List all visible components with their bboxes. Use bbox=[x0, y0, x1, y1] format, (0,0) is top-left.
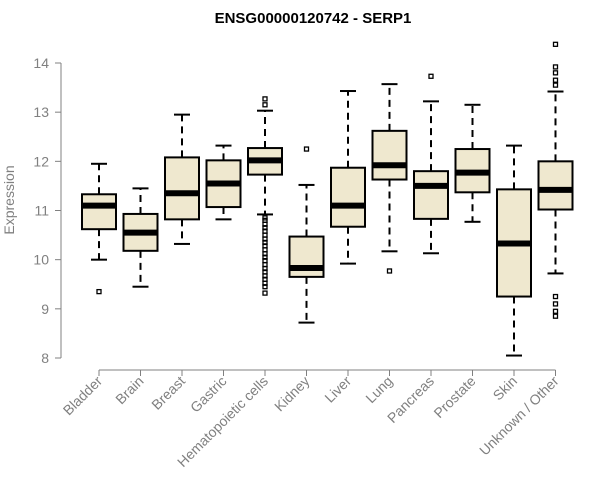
outlier-point bbox=[96, 288, 102, 295]
x-tick-label: Liver bbox=[321, 373, 354, 406]
box-prostate bbox=[454, 103, 491, 223]
box-lung bbox=[371, 83, 408, 274]
outlier-point bbox=[552, 82, 559, 88]
box-brain bbox=[122, 187, 159, 288]
x-tick-label: Brain bbox=[112, 373, 146, 407]
y-tick-label: 8 bbox=[41, 350, 49, 366]
outlier-point bbox=[262, 290, 268, 296]
box-breast bbox=[164, 113, 200, 245]
y-tick-label: 13 bbox=[33, 104, 49, 120]
box-gastric bbox=[205, 144, 242, 221]
x-tick-label: Prostate bbox=[430, 373, 478, 421]
x-tick-label: Lung bbox=[362, 373, 395, 406]
box-iqr bbox=[164, 156, 200, 221]
outlier-point bbox=[552, 77, 559, 83]
outlier-point bbox=[262, 284, 268, 290]
box-hematopoietic-cells bbox=[247, 96, 283, 296]
box-group bbox=[81, 41, 574, 357]
outlier-point bbox=[552, 293, 559, 300]
box-iqr bbox=[330, 166, 366, 228]
outlier-point bbox=[303, 146, 310, 152]
outlier-point bbox=[552, 64, 559, 70]
outlier-point bbox=[262, 102, 268, 108]
y-tick-label: 14 bbox=[33, 55, 49, 71]
outlier-point bbox=[552, 308, 559, 314]
x-tick-label: Breast bbox=[148, 373, 188, 413]
y-axis: 8 9 10 11 12 13 14 bbox=[33, 55, 62, 366]
x-tick-label: Kidney bbox=[271, 373, 313, 415]
x-tick-label: Unknown / Other bbox=[476, 373, 562, 459]
box-unknown-other bbox=[537, 41, 574, 319]
y-tick-label: 11 bbox=[34, 203, 49, 219]
box-iqr bbox=[537, 160, 574, 211]
y-tick-label: 10 bbox=[33, 252, 49, 268]
outlier-point bbox=[552, 70, 559, 76]
y-tick-label: 9 bbox=[41, 301, 49, 317]
outlier-point bbox=[262, 96, 268, 102]
outlier-point bbox=[386, 268, 393, 274]
x-tick-label: Bladder bbox=[60, 373, 106, 419]
box-pancreas bbox=[413, 73, 449, 255]
box-skin bbox=[496, 144, 532, 357]
box-kidney bbox=[288, 146, 325, 324]
outlier-point bbox=[552, 301, 559, 307]
box-bladder bbox=[81, 162, 117, 295]
outlier-point bbox=[428, 73, 434, 79]
chart-title: ENSG00000120742 - SERP1 bbox=[215, 10, 412, 27]
y-axis-label: Expression bbox=[1, 165, 17, 234]
x-tick-label: Skin bbox=[490, 373, 521, 404]
y-tick-label: 12 bbox=[33, 153, 49, 169]
box-iqr bbox=[371, 129, 408, 181]
box-iqr bbox=[413, 170, 449, 220]
outlier-point bbox=[552, 313, 559, 319]
box-iqr bbox=[81, 193, 117, 231]
box-liver bbox=[330, 90, 366, 265]
outlier-point bbox=[552, 41, 559, 47]
